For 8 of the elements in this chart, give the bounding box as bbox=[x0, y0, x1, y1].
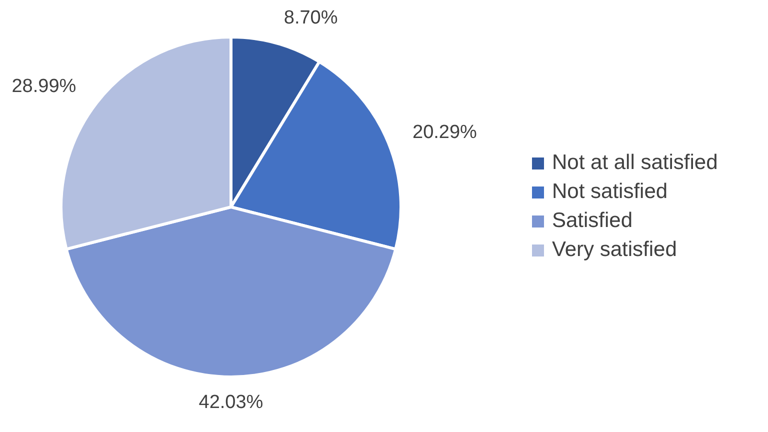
legend-label: Not satisfied bbox=[552, 180, 668, 204]
legend-label: Satisfied bbox=[552, 209, 633, 232]
data-label: 8.70% bbox=[284, 7, 338, 28]
legend-label: Very satisfied bbox=[552, 238, 677, 262]
legend-label: Not at all satisfied bbox=[552, 151, 718, 174]
data-label: 42.03% bbox=[198, 392, 264, 414]
data-label: 28.99% bbox=[12, 76, 76, 97]
data-label: 20.29% bbox=[412, 122, 478, 144]
